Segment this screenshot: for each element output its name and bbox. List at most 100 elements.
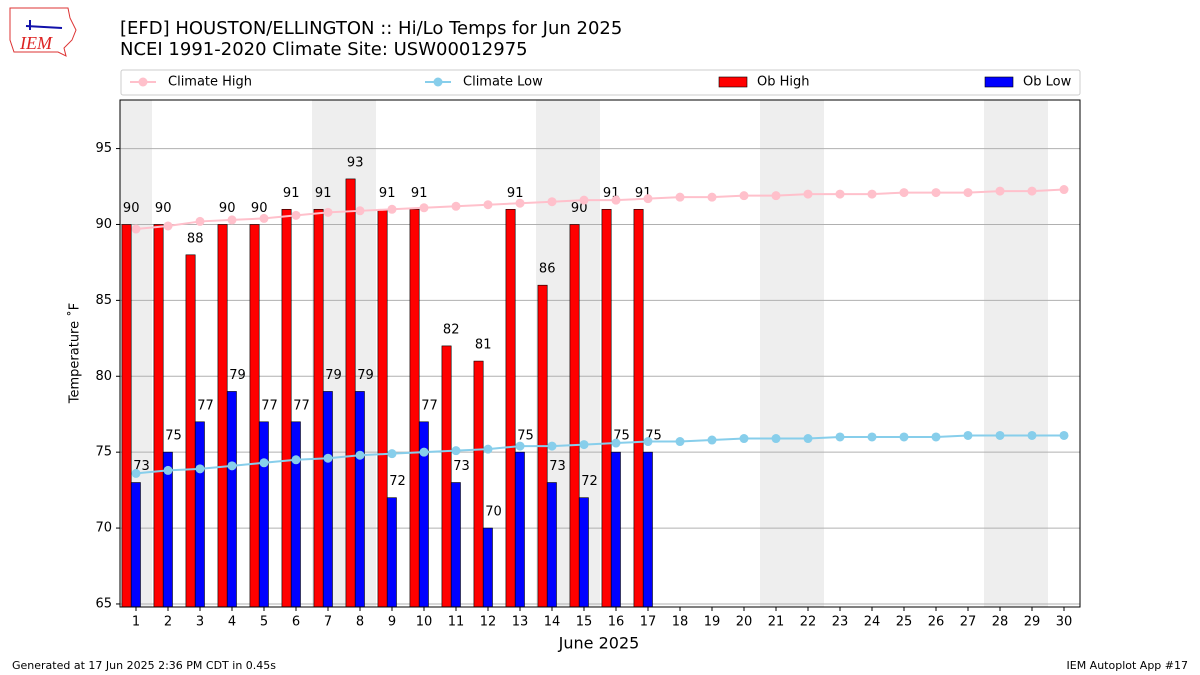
bar xyxy=(258,421,269,607)
line-marker xyxy=(899,432,909,442)
line-marker xyxy=(707,192,717,202)
x-tick-label: 9 xyxy=(388,615,396,630)
line-marker xyxy=(963,188,973,198)
legend-swatch xyxy=(718,76,748,88)
x-tick-label: 12 xyxy=(480,615,497,630)
line-marker xyxy=(387,204,397,214)
x-tick-label: 1 xyxy=(132,615,140,630)
line-marker xyxy=(611,195,621,205)
line-marker xyxy=(771,434,781,444)
x-tick-label: 21 xyxy=(768,615,785,630)
line-marker xyxy=(611,438,621,448)
x-tick-label: 27 xyxy=(960,615,977,630)
bar-value-label: 93 xyxy=(347,155,364,170)
x-tick-label: 14 xyxy=(544,615,561,630)
line-marker xyxy=(515,441,525,451)
line-marker xyxy=(675,192,685,202)
bar-value-label: 72 xyxy=(389,474,406,489)
x-tick-label: 10 xyxy=(416,615,433,630)
line-marker xyxy=(643,194,653,204)
bar-value-label: 77 xyxy=(421,398,438,413)
line-marker xyxy=(163,221,173,231)
bar xyxy=(194,421,205,607)
line-marker xyxy=(355,450,365,460)
line-marker xyxy=(291,455,301,465)
bar xyxy=(281,208,292,607)
line-marker xyxy=(739,434,749,444)
bar xyxy=(377,208,388,607)
bar-value-label: 73 xyxy=(549,459,566,474)
x-tick-label: 22 xyxy=(800,615,817,630)
line-marker xyxy=(451,446,461,456)
x-tick-label: 24 xyxy=(864,615,881,630)
bar xyxy=(450,482,461,607)
y-tick-label: 75 xyxy=(95,445,112,460)
x-tick-label: 3 xyxy=(196,615,204,630)
line-marker xyxy=(131,468,141,478)
line-marker xyxy=(995,186,1005,196)
x-tick-label: 5 xyxy=(260,615,268,630)
bar xyxy=(249,224,260,607)
bar xyxy=(578,497,589,607)
bar xyxy=(473,360,484,607)
line-marker xyxy=(291,210,301,220)
line-marker xyxy=(195,216,205,226)
bar-value-label: 88 xyxy=(187,231,204,246)
bar xyxy=(130,482,141,607)
x-tick-label: 26 xyxy=(928,615,945,630)
x-tick-label: 30 xyxy=(1056,615,1073,630)
line-marker xyxy=(451,201,461,211)
line xyxy=(135,188,1065,231)
line-marker xyxy=(1059,185,1069,195)
x-tick-label: 11 xyxy=(448,615,465,630)
line-marker xyxy=(579,440,589,450)
line-marker xyxy=(963,430,973,440)
legend-label: Ob Low xyxy=(1023,75,1072,90)
bar-value-label: 77 xyxy=(197,398,214,413)
bar xyxy=(633,208,644,607)
line-marker xyxy=(643,437,653,447)
bar-value-label: 91 xyxy=(315,186,332,201)
x-tick-label: 15 xyxy=(576,615,593,630)
legend-label: Climate Low xyxy=(463,75,543,90)
bar-value-label: 91 xyxy=(283,186,300,201)
x-tick-label: 20 xyxy=(736,615,753,630)
footer-left: Generated at 17 Jun 2025 2:36 PM CDT in … xyxy=(12,659,276,672)
bar xyxy=(345,178,356,607)
bar-value-label: 75 xyxy=(517,429,534,444)
bar-value-label: 90 xyxy=(123,201,140,216)
y-tick-label: 80 xyxy=(95,369,112,384)
bar-value-label: 77 xyxy=(261,398,278,413)
line-marker xyxy=(547,441,557,451)
bar-value-label: 90 xyxy=(571,201,588,216)
line-marker xyxy=(483,444,493,454)
bar-value-label: 90 xyxy=(251,201,268,216)
line-marker xyxy=(259,458,269,468)
bar xyxy=(313,208,324,607)
bar-value-label: 79 xyxy=(357,368,374,383)
weekend-shade xyxy=(760,100,792,607)
bar-value-label: 91 xyxy=(507,186,524,201)
bar xyxy=(418,421,429,607)
y-tick-label: 65 xyxy=(95,596,112,611)
line-marker xyxy=(995,430,1005,440)
legend-label: Ob High xyxy=(757,75,810,90)
bar-value-label: 79 xyxy=(229,368,246,383)
bar-value-label: 77 xyxy=(293,398,310,413)
x-tick-label: 16 xyxy=(608,615,625,630)
bar xyxy=(226,391,237,607)
bar xyxy=(610,451,621,607)
x-tick-label: 13 xyxy=(512,615,529,630)
bar xyxy=(441,345,452,607)
x-tick-label: 2 xyxy=(164,615,172,630)
line-marker xyxy=(195,464,205,474)
bar-value-label: 75 xyxy=(165,429,182,444)
bar-value-label: 79 xyxy=(325,368,342,383)
line-marker xyxy=(163,465,173,475)
bar xyxy=(642,451,653,607)
y-tick-label: 85 xyxy=(95,293,112,308)
legend: Climate High Climate Low Ob High Ob Low xyxy=(120,69,1081,96)
line-marker xyxy=(131,224,141,234)
bar xyxy=(322,391,333,607)
